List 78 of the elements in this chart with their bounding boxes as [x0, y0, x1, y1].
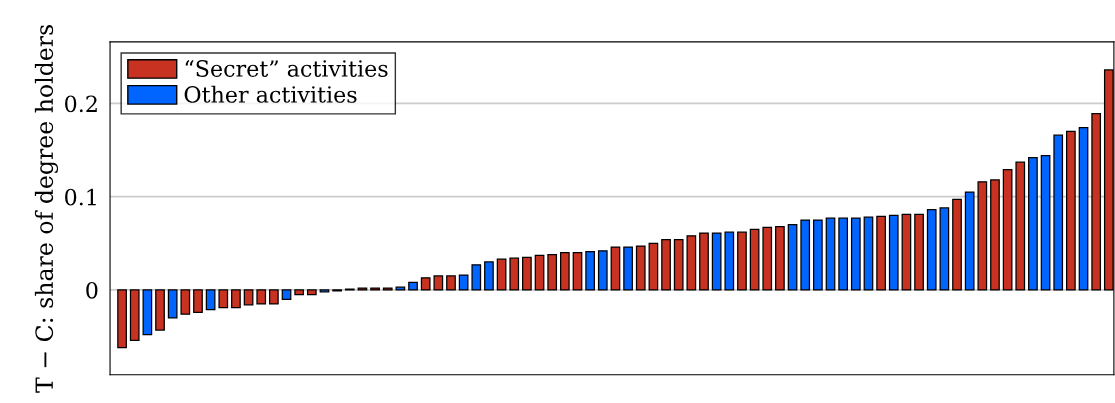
- bar: [471, 264, 482, 291]
- bar: [686, 235, 697, 291]
- bar: [496, 258, 507, 291]
- bar: [1002, 169, 1013, 291]
- bar: [484, 261, 494, 291]
- bar: [522, 256, 532, 291]
- bar: [673, 238, 684, 291]
- bar: [420, 277, 431, 291]
- bar: [812, 219, 823, 291]
- bar: [180, 289, 191, 315]
- bar: [294, 289, 305, 296]
- bar: [509, 257, 520, 291]
- bar: [281, 289, 292, 300]
- bar: [863, 216, 874, 291]
- bar: [1028, 156, 1038, 291]
- bar: [306, 289, 317, 296]
- bar: [901, 213, 912, 291]
- bar: [193, 289, 203, 313]
- bar: [243, 289, 254, 306]
- bar: [129, 289, 140, 341]
- bar: [775, 225, 785, 291]
- bar: [534, 254, 545, 291]
- bar: [787, 224, 798, 291]
- bar: [458, 274, 469, 291]
- bar: [142, 289, 153, 336]
- bar: [964, 191, 975, 291]
- bar: [559, 252, 570, 291]
- bar: [724, 231, 735, 291]
- bar: [661, 238, 671, 291]
- bar: [167, 289, 178, 319]
- bar: [926, 209, 937, 291]
- y-tick-label: 0.2: [65, 95, 97, 113]
- bar: [825, 217, 836, 291]
- bar: [737, 231, 747, 291]
- bar: [635, 245, 646, 291]
- legend-label: Other activities: [184, 85, 357, 103]
- bar: [888, 214, 899, 291]
- bar: [850, 217, 861, 291]
- bar: [446, 275, 456, 291]
- bar: [256, 289, 267, 305]
- bar: [1053, 134, 1064, 291]
- bar: [990, 179, 1000, 291]
- bar: [572, 252, 583, 291]
- bar: [269, 289, 279, 305]
- bar: [231, 289, 241, 309]
- bar: [977, 181, 988, 291]
- bar: [800, 219, 811, 291]
- bar: [408, 281, 418, 291]
- bar: [610, 246, 621, 291]
- bar: [762, 226, 773, 291]
- bar: [155, 289, 165, 331]
- bar: [749, 228, 760, 291]
- bar: [1078, 127, 1089, 291]
- bar: [939, 207, 950, 291]
- bar: [914, 213, 924, 291]
- bar: [205, 289, 216, 311]
- bar: [648, 242, 659, 291]
- bar: [597, 250, 608, 291]
- y-tick-label: 0.1: [65, 188, 96, 206]
- y-tick-label: 0: [86, 281, 98, 299]
- bar: [585, 251, 596, 291]
- bar: [711, 232, 722, 291]
- y-axis-title: T − C: share of degree holders: [34, 25, 59, 393]
- bar: [433, 275, 444, 291]
- legend-label: “Secret” activities: [185, 60, 388, 77]
- bar: [623, 246, 633, 291]
- bar: [117, 289, 127, 349]
- bar: [547, 253, 558, 291]
- bar: [838, 217, 849, 291]
- bar: [1066, 130, 1076, 291]
- bar: [395, 286, 406, 291]
- bar: [1040, 155, 1051, 291]
- bar: [952, 198, 962, 291]
- bar: [699, 232, 709, 291]
- bar: [1015, 161, 1026, 291]
- bar: [876, 215, 886, 291]
- bar: [1091, 113, 1102, 291]
- bar: [218, 289, 229, 309]
